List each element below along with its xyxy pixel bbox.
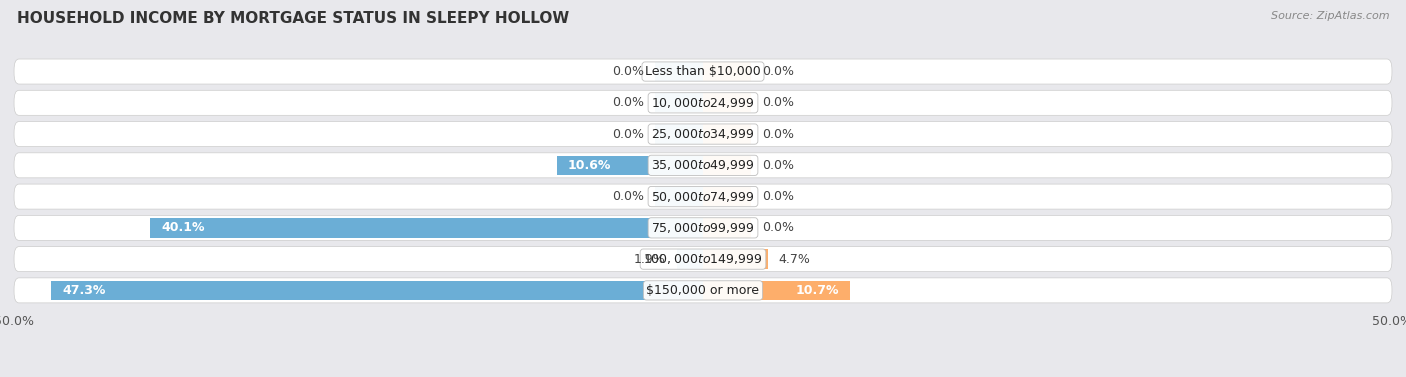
Bar bbox=[150, 218, 703, 238]
Bar bbox=[703, 124, 751, 144]
FancyBboxPatch shape bbox=[14, 278, 1392, 303]
Bar bbox=[655, 124, 703, 144]
Text: 0.0%: 0.0% bbox=[612, 96, 644, 109]
Text: Less than $10,000: Less than $10,000 bbox=[645, 65, 761, 78]
Text: 0.0%: 0.0% bbox=[762, 221, 794, 234]
Text: $35,000 to $49,999: $35,000 to $49,999 bbox=[651, 158, 755, 172]
Text: $100,000 to $149,999: $100,000 to $149,999 bbox=[644, 252, 762, 266]
Text: 10.6%: 10.6% bbox=[568, 159, 612, 172]
Text: 0.0%: 0.0% bbox=[762, 159, 794, 172]
Bar bbox=[655, 62, 703, 81]
Bar bbox=[703, 187, 751, 206]
Bar bbox=[703, 93, 751, 112]
Text: 4.7%: 4.7% bbox=[779, 253, 811, 266]
Text: $25,000 to $34,999: $25,000 to $34,999 bbox=[651, 127, 755, 141]
FancyBboxPatch shape bbox=[14, 121, 1392, 147]
Bar bbox=[51, 281, 703, 300]
FancyBboxPatch shape bbox=[14, 90, 1392, 115]
Text: $50,000 to $74,999: $50,000 to $74,999 bbox=[651, 190, 755, 204]
FancyBboxPatch shape bbox=[14, 59, 1392, 84]
Text: 10.7%: 10.7% bbox=[796, 284, 839, 297]
Bar bbox=[655, 93, 703, 112]
Text: $150,000 or more: $150,000 or more bbox=[647, 284, 759, 297]
FancyBboxPatch shape bbox=[14, 247, 1392, 271]
FancyBboxPatch shape bbox=[14, 153, 1392, 178]
Text: 0.0%: 0.0% bbox=[762, 127, 794, 141]
Text: 0.0%: 0.0% bbox=[762, 190, 794, 203]
FancyBboxPatch shape bbox=[14, 215, 1392, 241]
Bar bbox=[703, 156, 751, 175]
Bar bbox=[703, 281, 851, 300]
Text: 0.0%: 0.0% bbox=[762, 96, 794, 109]
Text: 47.3%: 47.3% bbox=[62, 284, 105, 297]
Text: 0.0%: 0.0% bbox=[612, 190, 644, 203]
Bar bbox=[557, 156, 703, 175]
Bar bbox=[703, 62, 751, 81]
Text: Source: ZipAtlas.com: Source: ZipAtlas.com bbox=[1271, 11, 1389, 21]
Bar bbox=[676, 250, 703, 269]
Text: 0.0%: 0.0% bbox=[762, 65, 794, 78]
Bar bbox=[703, 250, 768, 269]
Text: 40.1%: 40.1% bbox=[162, 221, 205, 234]
Text: $10,000 to $24,999: $10,000 to $24,999 bbox=[651, 96, 755, 110]
Text: HOUSEHOLD INCOME BY MORTGAGE STATUS IN SLEEPY HOLLOW: HOUSEHOLD INCOME BY MORTGAGE STATUS IN S… bbox=[17, 11, 569, 26]
Text: 0.0%: 0.0% bbox=[612, 127, 644, 141]
Bar bbox=[655, 187, 703, 206]
Bar bbox=[703, 218, 751, 238]
Text: 1.9%: 1.9% bbox=[634, 253, 666, 266]
Text: 0.0%: 0.0% bbox=[612, 65, 644, 78]
FancyBboxPatch shape bbox=[14, 184, 1392, 209]
Text: $75,000 to $99,999: $75,000 to $99,999 bbox=[651, 221, 755, 235]
